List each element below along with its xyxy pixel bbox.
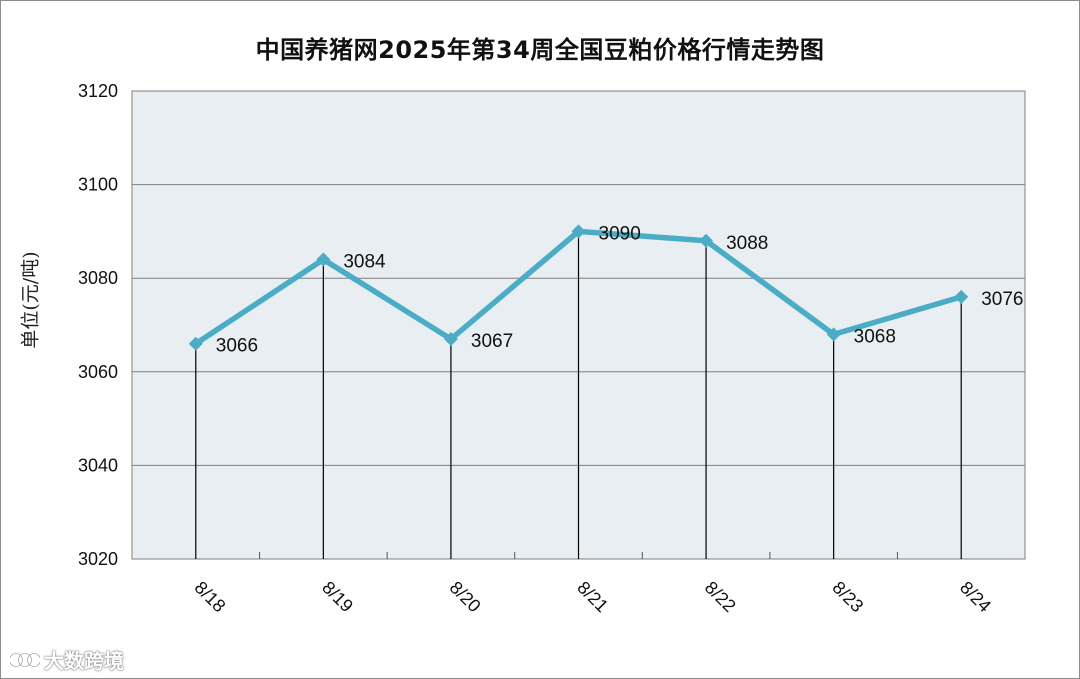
x-axis-ticks: 8/18 8/19 8/20 8/21 8/22 8/23 8/24 xyxy=(191,577,995,616)
data-label-8/18: 3066 xyxy=(216,336,258,357)
watermark: 大数跨境 xyxy=(10,645,124,674)
x-tick-label-8/24: 8/24 xyxy=(956,577,995,616)
data-point-8/23 xyxy=(826,327,841,342)
y-tick-label-3080: 3080 xyxy=(78,268,118,288)
data-labels: 3066 3084 3067 3090 3088 3068 3076 xyxy=(216,223,1024,356)
data-point-8/20 xyxy=(443,332,458,347)
x-tick-label-8/23: 8/23 xyxy=(828,577,867,616)
data-point-8/22 xyxy=(699,233,714,248)
drop-lines xyxy=(195,231,962,559)
x-tick-label-8/18: 8/18 xyxy=(191,577,230,616)
x-tick-label-8/22: 8/22 xyxy=(701,577,740,616)
data-label-8/21: 3090 xyxy=(599,223,641,244)
data-point-8/18 xyxy=(188,336,203,351)
data-point-8/24 xyxy=(954,289,969,304)
watermark-text: 大数跨境 xyxy=(44,649,124,673)
data-label-8/24: 3076 xyxy=(981,289,1023,310)
data-point-8/19 xyxy=(316,252,331,267)
y-tick-label-3060: 3060 xyxy=(78,362,118,382)
chart-title: 中国养猪网2025年第34周全国豆粕价格行情走势图 xyxy=(255,36,825,64)
data-label-8/19: 3084 xyxy=(343,251,386,272)
data-points xyxy=(188,224,969,351)
x-tick-label-8/19: 8/19 xyxy=(318,577,357,616)
y-tick-label-3020: 3020 xyxy=(78,549,118,569)
data-label-8/20: 3067 xyxy=(471,331,513,352)
data-label-8/23: 3068 xyxy=(854,326,896,347)
data-point-8/21 xyxy=(571,224,586,239)
y-tick-label-3040: 3040 xyxy=(78,455,118,475)
x-tick-label-8/20: 8/20 xyxy=(446,577,485,616)
watermark-logo-icon xyxy=(10,652,40,667)
y-tick-label-3120: 3120 xyxy=(78,81,118,101)
data-label-8/22: 3088 xyxy=(726,233,768,254)
y-axis-ticks: 3020 3040 3060 3080 3100 3120 xyxy=(78,81,118,569)
x-tick-label-8/21: 8/21 xyxy=(573,577,612,616)
y-tick-label-3100: 3100 xyxy=(78,175,118,195)
